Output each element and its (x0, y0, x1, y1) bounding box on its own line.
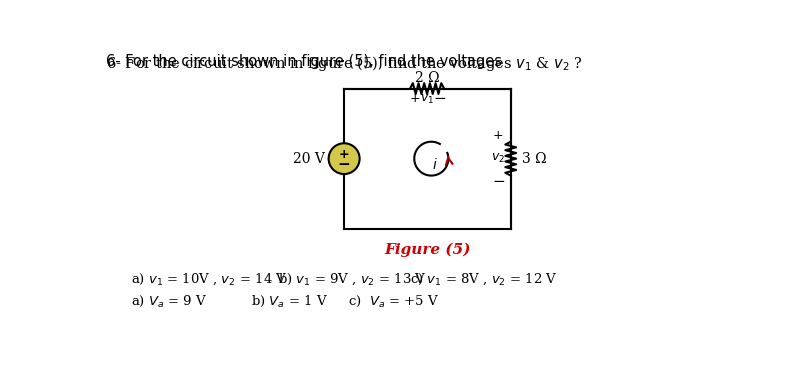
Text: −: − (338, 157, 350, 172)
Text: a) $v_1$ = 10V , $v_2$ = 14 V: a) $v_1$ = 10V , $v_2$ = 14 V (131, 271, 287, 287)
Text: c) $v_1$ = 8V , $v_2$ = 12 V: c) $v_1$ = 8V , $v_2$ = 12 V (410, 271, 558, 287)
Text: $v_1$: $v_1$ (420, 93, 434, 106)
Text: 20 V: 20 V (293, 152, 325, 166)
Text: $v_2$: $v_2$ (491, 152, 506, 165)
Text: b) $V_a$ = 1 V: b) $V_a$ = 1 V (251, 294, 328, 309)
Text: +: + (410, 92, 420, 105)
Text: +: + (339, 147, 350, 161)
Text: a) $V_a$ = 9 V: a) $V_a$ = 9 V (131, 294, 207, 309)
Text: −: − (433, 91, 446, 106)
Text: c)  $V_a$ = +5 V: c) $V_a$ = +5 V (348, 294, 439, 309)
Circle shape (329, 143, 360, 174)
Text: 3 Ω: 3 Ω (522, 152, 546, 166)
Text: 6- For the circuit shown in figure (5), find the voltages $v_1$ & $v_2$ ?: 6- For the circuit shown in figure (5), … (106, 54, 583, 73)
Text: Figure (5): Figure (5) (384, 243, 470, 257)
Text: $i$: $i$ (432, 157, 438, 172)
Text: −: − (492, 174, 505, 189)
Text: 2 Ω: 2 Ω (414, 71, 439, 85)
Text: b) $v_1$ = 9V , $v_2$ = 13 V: b) $v_1$ = 9V , $v_2$ = 13 V (278, 271, 427, 287)
Text: 6- For the circuit shown in figure (5), find the voltages: 6- For the circuit shown in figure (5), … (106, 54, 507, 69)
Text: +: + (493, 129, 504, 142)
